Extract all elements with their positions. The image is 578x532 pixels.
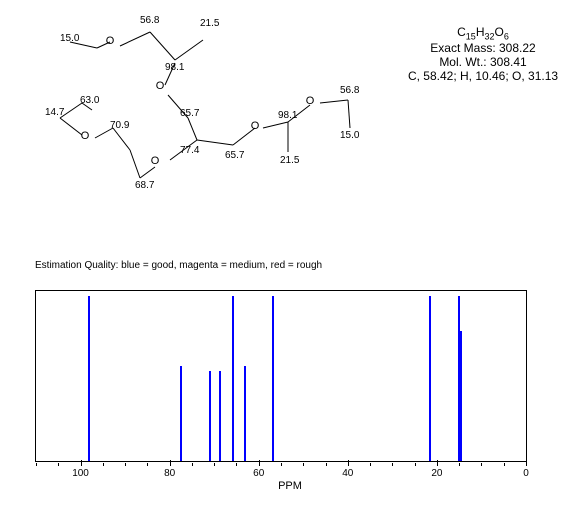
shift-label: 65.7 bbox=[225, 150, 244, 161]
spectrum-peak bbox=[429, 296, 431, 461]
properties-block: C15H32O6 Exact Mass: 308.22 Mol. Wt.: 30… bbox=[398, 25, 568, 83]
shift-label: 98.1 bbox=[165, 62, 184, 73]
axis-tick-label: 60 bbox=[253, 468, 264, 479]
svg-text:O: O bbox=[81, 130, 90, 142]
axis-tick bbox=[81, 460, 82, 466]
shift-label: 56.8 bbox=[140, 15, 159, 26]
axis-tick-minor bbox=[192, 463, 193, 466]
molecular-formula: C15H32O6 bbox=[398, 25, 568, 41]
axis-tick-minor bbox=[103, 463, 104, 466]
svg-text:O: O bbox=[306, 95, 315, 107]
shift-label: 68.7 bbox=[135, 180, 154, 191]
spectrum-peak bbox=[209, 371, 211, 461]
x-axis-label: PPM bbox=[35, 480, 545, 492]
svg-text:O: O bbox=[156, 80, 165, 92]
axis-tick-minor bbox=[236, 463, 237, 466]
axis-tick-minor bbox=[504, 463, 505, 466]
svg-text:O: O bbox=[106, 35, 115, 47]
axis-tick-minor bbox=[326, 463, 327, 466]
spectrum-peak bbox=[244, 366, 246, 461]
shift-label: 63.0 bbox=[80, 95, 99, 106]
quality-legend: Estimation Quality: blue = good, magenta… bbox=[35, 260, 322, 271]
svg-text:O: O bbox=[151, 155, 160, 167]
shift-label: 70.9 bbox=[110, 120, 129, 131]
axis-tick-label: 20 bbox=[431, 468, 442, 479]
axis-tick bbox=[170, 460, 171, 466]
axis-tick-minor bbox=[392, 463, 393, 466]
spectrum-peak bbox=[232, 296, 234, 461]
shift-label: 65.7 bbox=[180, 108, 199, 119]
axis-tick-minor bbox=[58, 463, 59, 466]
elemental-analysis: C, 58.42; H, 10.46; O, 31.13 bbox=[398, 69, 568, 83]
molecule-structure: O O O O O O 56.8 21.5 15.0 98.1 63.0 56.8 14.7 65.7 7… bbox=[0, 0, 380, 230]
shift-label: 15.0 bbox=[340, 130, 359, 141]
spectrum-peak bbox=[272, 296, 274, 461]
shift-label: 77.4 bbox=[180, 145, 199, 156]
spectrum-peak bbox=[460, 331, 462, 461]
spectrum-peak bbox=[180, 366, 182, 461]
shift-label: 21.5 bbox=[280, 155, 299, 166]
axis-tick-minor bbox=[214, 463, 215, 466]
axis-tick-minor bbox=[370, 463, 371, 466]
axis-tick-label: 100 bbox=[72, 468, 89, 479]
axis-tick-minor bbox=[147, 463, 148, 466]
axis-tick-minor bbox=[281, 463, 282, 466]
axis-tick-minor bbox=[415, 463, 416, 466]
exact-mass: Exact Mass: 308.22 bbox=[398, 41, 568, 55]
spectrum-peak bbox=[88, 296, 90, 461]
axis-tick-minor bbox=[481, 463, 482, 466]
axis-tick-label: 0 bbox=[523, 468, 529, 479]
mol-wt: Mol. Wt.: 308.41 bbox=[398, 55, 568, 69]
shift-label: 98.1 bbox=[278, 110, 297, 121]
spectrum-plot: 020406080100 bbox=[35, 290, 527, 462]
axis-tick bbox=[437, 460, 438, 466]
shift-label: 14.7 bbox=[45, 107, 64, 118]
axis-tick-minor bbox=[36, 463, 37, 466]
axis-tick bbox=[348, 460, 349, 466]
nmr-spectrum: 020406080100 PPM bbox=[35, 290, 545, 500]
svg-text:O: O bbox=[251, 120, 260, 132]
shift-label: 21.5 bbox=[200, 18, 219, 29]
axis-tick-label: 40 bbox=[342, 468, 353, 479]
axis-tick-label: 80 bbox=[164, 468, 175, 479]
shift-label: 15.0 bbox=[60, 33, 79, 44]
shift-label: 56.8 bbox=[340, 85, 359, 96]
axis-tick bbox=[526, 460, 527, 466]
axis-tick-minor bbox=[125, 463, 126, 466]
axis-tick bbox=[259, 460, 260, 466]
axis-tick-minor bbox=[459, 463, 460, 466]
spectrum-peak bbox=[219, 371, 221, 461]
axis-tick-minor bbox=[303, 463, 304, 466]
